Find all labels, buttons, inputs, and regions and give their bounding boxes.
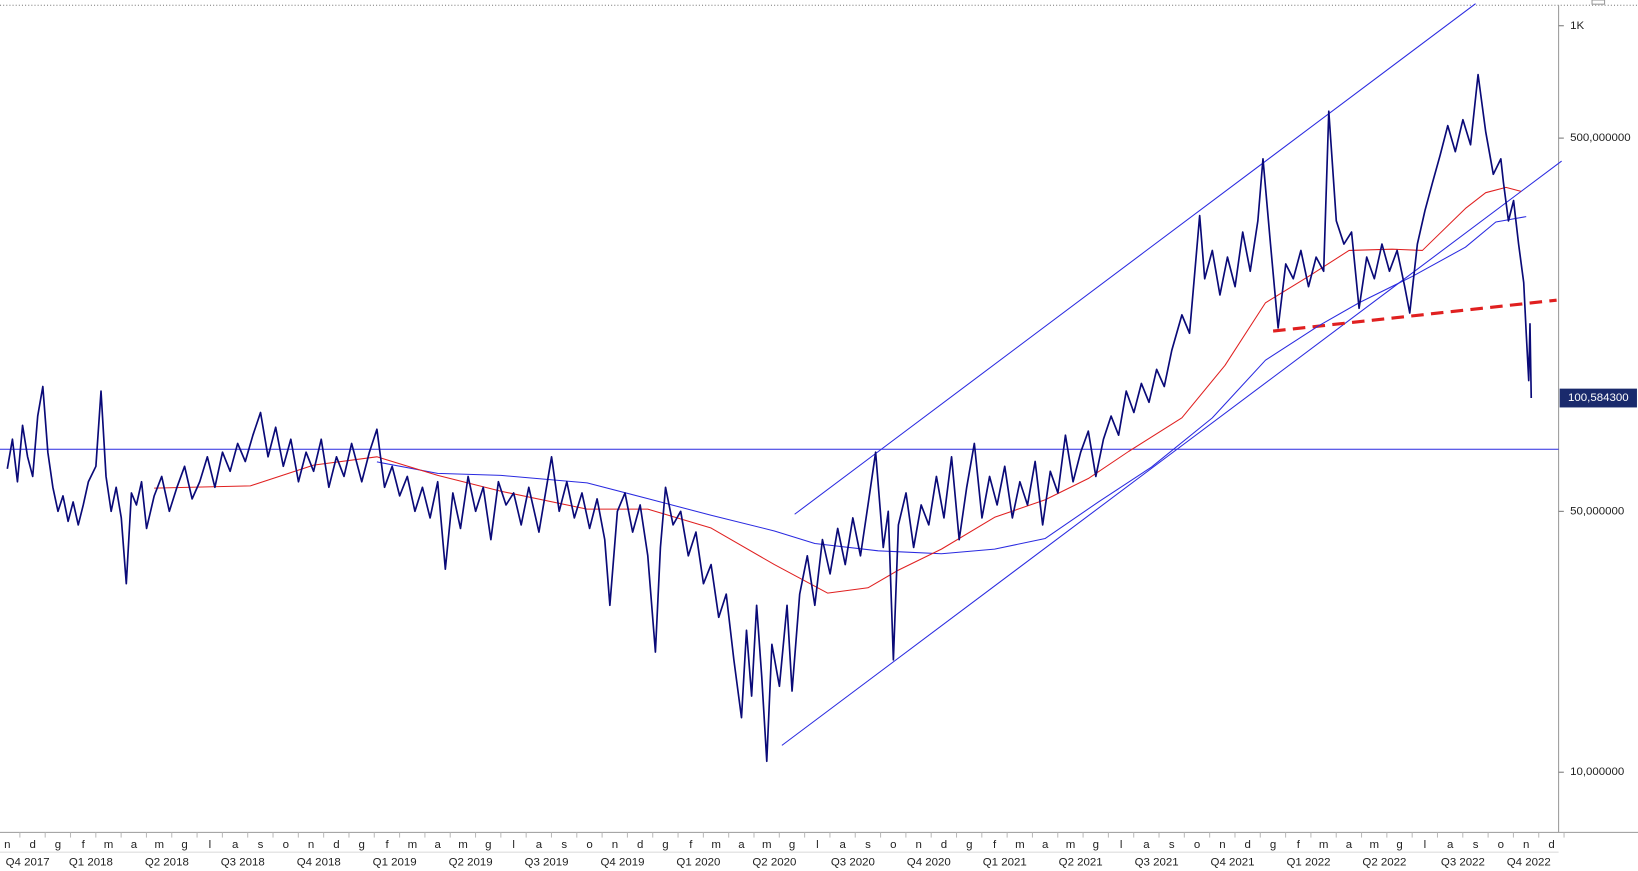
x-tick-label: l <box>816 839 819 851</box>
x-tick-label: m <box>104 839 114 851</box>
quarter-label: Q4 2017 <box>6 857 50 869</box>
price-box <box>1559 388 1637 408</box>
quarter-label: Q4 2022 <box>1507 857 1551 869</box>
x-tick-label: d <box>637 839 643 851</box>
x-tick-label: a <box>536 839 543 851</box>
x-tick-label: a <box>840 839 847 851</box>
x-tick-label: l <box>209 839 212 851</box>
x-tick-label: a <box>1346 839 1353 851</box>
x-tick-label: g <box>1270 839 1276 851</box>
x-tick-label: m <box>762 839 772 851</box>
x-tick-label: m <box>458 839 468 851</box>
x-tick-label: l <box>512 839 515 851</box>
x-tick-label: m <box>1319 839 1329 851</box>
x-tick-label: o <box>1194 839 1200 851</box>
y-tick-label: 500,000000 <box>1570 132 1631 144</box>
y-tick-label: 10,000000 <box>1570 766 1624 778</box>
trend-line <box>1272 298 1557 333</box>
quarter-label: Q4 2021 <box>1211 857 1255 869</box>
x-tick-label: l <box>1424 839 1427 851</box>
x-tick-label: m <box>1015 839 1025 851</box>
quarter-label: Q2 2020 <box>752 857 796 869</box>
x-tick-label: g <box>181 839 187 851</box>
quarter-label: Q2 2018 <box>145 857 189 869</box>
x-tick-label: f <box>385 839 389 851</box>
x-tick-label: g <box>1093 839 1099 851</box>
x-tick-label: a <box>131 839 138 851</box>
price-label: 100,584300 <box>1568 392 1629 404</box>
quarter-label: Q1 2021 <box>983 857 1027 869</box>
x-tick-label: m <box>711 839 721 851</box>
quarter-label: Q4 2019 <box>600 857 644 869</box>
quarter-label: Q1 2019 <box>373 857 417 869</box>
x-tick-label: f <box>993 839 997 851</box>
x-tick-label: o <box>890 839 896 851</box>
x-tick-label: f <box>82 839 86 851</box>
x-tick-label: l <box>1120 839 1123 851</box>
quarter-label: Q2 2019 <box>449 857 493 869</box>
x-tick-label: d <box>1548 839 1554 851</box>
x-tick-label: g <box>1396 839 1402 851</box>
x-tick-label: a <box>738 839 745 851</box>
x-tick-label: s <box>561 839 567 851</box>
x-tick-label: m <box>1370 839 1380 851</box>
x-tick-label: f <box>689 839 693 851</box>
x-tick-label: a <box>1042 839 1049 851</box>
x-tick-label: n <box>4 839 10 851</box>
quarter-label: Q3 2019 <box>525 857 569 869</box>
x-tick-label: o <box>1498 839 1504 851</box>
x-tick-label: g <box>359 839 365 851</box>
x-tick-label: d <box>1245 839 1251 851</box>
quarter-label: Q3 2020 <box>831 857 875 869</box>
x-tick-label: n <box>308 839 314 851</box>
quarter-label: Q1 2018 <box>69 857 113 869</box>
x-tick-label: d <box>333 839 339 851</box>
quarter-label: Q3 2021 <box>1135 857 1179 869</box>
x-tick-label: a <box>232 839 239 851</box>
trend-line <box>794 3 1476 515</box>
x-tick-label: g <box>485 839 491 851</box>
x-tick-label: n <box>1219 839 1225 851</box>
x-tick-label: n <box>1523 839 1529 851</box>
quarter-label: Q4 2020 <box>907 857 951 869</box>
quarter-label: Q1 2020 <box>676 857 720 869</box>
quarter-label: Q3 2018 <box>221 857 265 869</box>
x-tick-label: o <box>283 839 289 851</box>
x-tick-label: s <box>1169 839 1175 851</box>
x-tick-label: a <box>1143 839 1150 851</box>
x-tick-label: g <box>662 839 668 851</box>
y-tick-label: 50,000000 <box>1570 505 1624 517</box>
corner-icon[interactable] <box>1591 0 1606 5</box>
quarter-label: Q2 2022 <box>1362 857 1406 869</box>
x-tick-label: s <box>865 839 871 851</box>
quarter-label: Q1 2022 <box>1286 857 1330 869</box>
x-tick-label: m <box>408 839 418 851</box>
x-tick-label: n <box>915 839 921 851</box>
quarter-label: Q4 2018 <box>297 857 341 869</box>
x-tick-label: s <box>258 839 264 851</box>
x-tick-label: g <box>966 839 972 851</box>
x-tick-label: n <box>612 839 618 851</box>
x-tick-label: a <box>434 839 441 851</box>
y-tick-label: 1K <box>1570 20 1584 32</box>
plot-area <box>0 3 1562 763</box>
series-line <box>376 216 1527 555</box>
x-tick-label: d <box>29 839 35 851</box>
quarter-label: Q2 2021 <box>1059 857 1103 869</box>
x-tick-label: g <box>789 839 795 851</box>
trend-line <box>781 160 1562 746</box>
quarter-label: Q3 2022 <box>1441 857 1485 869</box>
x-tick-label: a <box>1447 839 1454 851</box>
x-tick-label: m <box>1066 839 1076 851</box>
x-tick-label: m <box>154 839 164 851</box>
series-line <box>154 186 1522 594</box>
series-line <box>6 73 1533 763</box>
x-tick-label: d <box>941 839 947 851</box>
x-tick-label: s <box>1473 839 1479 851</box>
x-tick-label: f <box>1297 839 1301 851</box>
x-tick-label: o <box>586 839 592 851</box>
x-tick-label: g <box>55 839 61 851</box>
